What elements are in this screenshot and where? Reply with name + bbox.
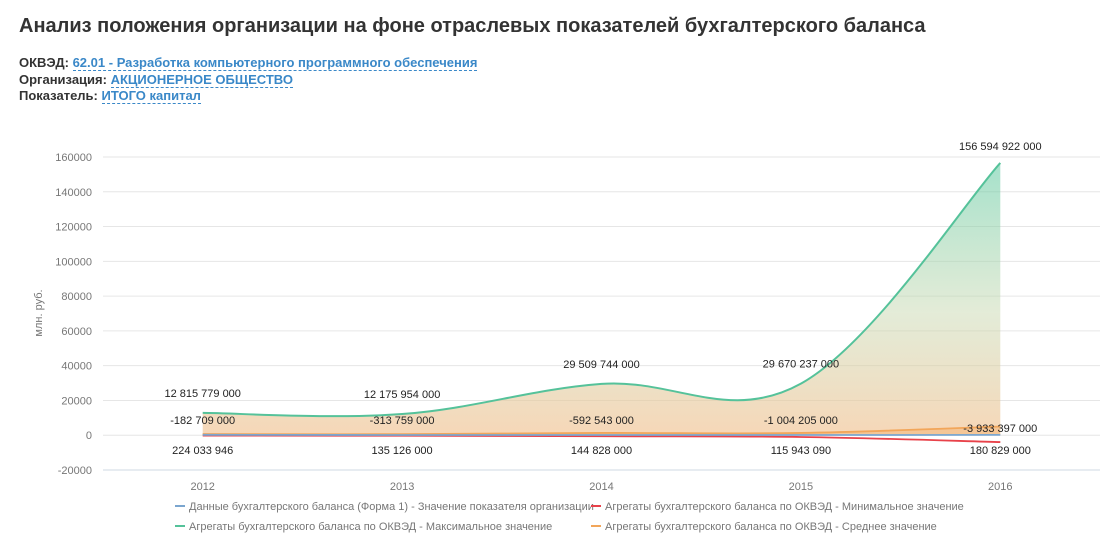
min-value-label: -182 709 000 (170, 415, 235, 427)
area-chart: -20000 0 20000 40000 60000 80000 100000 120000 1… (33, 141, 1100, 533)
organization-row: Организация: АКЦИОНЕРНОЕ ОБЩЕСТВО (19, 71, 477, 89)
y-axis-label: млн. руб. (33, 289, 45, 336)
data-labels: 12 815 779 000 -182 709 000 224 033 946 12 … (164, 141, 1041, 457)
min-value-label: -1 004 205 000 (764, 415, 838, 427)
min-value-label: -313 759 000 (370, 415, 435, 427)
y-tick-label: 140000 (55, 187, 92, 199)
org-value-label: 144 828 000 (571, 445, 632, 457)
x-tick-label: 2016 (988, 481, 1012, 493)
org-value-label: 115 943 090 (771, 445, 831, 457)
x-tick-label: 2015 (789, 481, 813, 493)
y-axis-ticks: -20000 0 20000 40000 60000 80000 100000 120000 1… (55, 152, 92, 477)
page-title: Анализ положения организации на фоне отр… (19, 15, 926, 37)
legend-label: Агрегаты бухгалтерского баланса по ОКВЭД… (605, 521, 937, 533)
legend-label: Агрегаты бухгалтерского баланса по ОКВЭД… (605, 501, 964, 513)
x-tick-label: 2012 (190, 481, 214, 493)
indicator-link[interactable]: ИТОГО капитал (101, 88, 201, 104)
filters-block: ОКВЭД: 62.01 - Разработка компьютерного … (19, 55, 478, 105)
y-tick-label: 0 (86, 430, 92, 442)
y-tick-label: 60000 (61, 326, 92, 338)
okved-link[interactable]: 62.01 - Разработка компьютерного програм… (72, 55, 478, 71)
legend-label: Данные бухгалтерского баланса (Форма 1) … (189, 501, 594, 513)
x-tick-label: 2013 (390, 481, 414, 493)
okved-label: ОКВЭД: (19, 55, 69, 70)
y-tick-label: 100000 (55, 256, 92, 268)
organization-label: Организация: (19, 71, 107, 87)
x-axis-ticks: 2012 2013 2014 2015 2016 (103, 469, 1100, 493)
series-line-2 (202, 162, 1002, 418)
min-value-label: -3 933 397 000 (963, 423, 1037, 435)
series-areas (202, 162, 1001, 436)
legend-label: Агрегаты бухгалтерского баланса по ОКВЭД… (189, 521, 552, 533)
y-tick-label: 40000 (61, 361, 92, 373)
max-value-label: 29 509 744 000 (563, 359, 639, 371)
okved-separator: - (105, 55, 117, 70)
organization-link[interactable]: АКЦИОНЕРНОЕ ОБЩЕСТВО (110, 71, 293, 88)
min-value-label: -592 543 000 (569, 415, 634, 427)
y-tick-label: -20000 (58, 465, 92, 477)
org-value-label: 180 829 000 (970, 445, 1031, 457)
max-value-label: 12 815 779 000 (164, 388, 240, 400)
y-tick-label: 20000 (61, 395, 92, 407)
indicator-label: Показатель: (19, 88, 98, 103)
max-value-label: 12 175 954 000 (364, 389, 440, 401)
x-tick-label: 2014 (589, 481, 613, 493)
y-tick-label: 80000 (61, 291, 92, 303)
org-value-label: 224 033 946 (172, 445, 233, 457)
series-lines (202, 162, 1002, 443)
y-tick-label: 120000 (55, 222, 92, 234)
okved-name: Разработка компьютерного программного об… (116, 55, 478, 70)
y-tick-label: 160000 (55, 152, 92, 164)
org-value-label: 135 126 000 (372, 445, 433, 457)
okved-row: ОКВЭД: 62.01 - Разработка компьютерного … (19, 55, 478, 72)
indicator-row: Показатель: ИТОГО капитал (19, 88, 477, 105)
max-value-label: 29 670 237 000 (763, 359, 839, 371)
series-line-1 (202, 434, 1001, 443)
okved-code: 62.01 (72, 55, 106, 70)
legend: Данные бухгалтерского баланса (Форма 1) … (175, 501, 964, 533)
max-area (202, 162, 1001, 436)
max-value-label: 156 594 922 000 (959, 141, 1042, 153)
